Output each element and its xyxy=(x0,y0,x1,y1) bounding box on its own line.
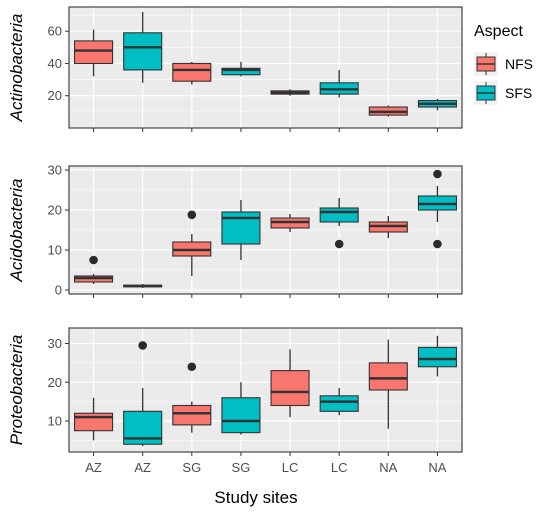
box-iqr xyxy=(221,397,261,434)
box-sg-sfs xyxy=(221,61,261,77)
box-sg-sfs xyxy=(221,200,261,260)
y-tick-label: 20 xyxy=(48,203,62,218)
legend-label: SFS xyxy=(505,85,532,101)
x-tick-label: AZ xyxy=(134,460,151,475)
outlier-point xyxy=(187,362,197,372)
legend-label: NFS xyxy=(505,56,533,72)
legend-item-sfs: SFS xyxy=(474,81,532,105)
box-sg-nfs xyxy=(172,362,212,433)
y-tick-label: 10 xyxy=(48,243,62,258)
y-tick-label: 30 xyxy=(48,163,62,178)
box-iqr xyxy=(74,412,114,432)
panel-3: 10 20 30 Proteobacteria xyxy=(7,327,463,456)
y-tick-label: 0 xyxy=(55,283,62,298)
y-tick-label: 20 xyxy=(48,88,62,103)
y-axis-label: Proteobacteria xyxy=(7,335,26,446)
box-na-sfs xyxy=(417,98,457,111)
box-na-nfs xyxy=(368,339,408,429)
x-tick-label: SG xyxy=(232,460,251,475)
panel-border xyxy=(68,6,463,129)
outlier-point xyxy=(433,169,442,179)
box-az-sfs xyxy=(123,11,163,83)
panel-border xyxy=(68,327,463,453)
y-tick-label: 20 xyxy=(48,375,62,390)
box-az-sfs xyxy=(123,284,163,288)
box-lc-nfs xyxy=(270,214,310,232)
outlier-point xyxy=(138,341,147,350)
outlier-point xyxy=(187,210,197,220)
box-sg-nfs xyxy=(172,210,212,276)
outlier-point xyxy=(89,255,98,265)
x-tick-label: LC xyxy=(331,460,348,475)
y-tick-label: 60 xyxy=(48,24,62,39)
box-az-nfs xyxy=(74,255,114,284)
box-na-sfs xyxy=(417,335,457,377)
box-az-nfs xyxy=(74,29,114,77)
y-tick-label: 10 xyxy=(48,414,62,429)
outlier-point xyxy=(334,239,344,249)
box-az-nfs xyxy=(74,397,114,441)
box-iqr xyxy=(172,62,212,82)
box-iqr xyxy=(172,404,212,426)
y-tick-label: 40 xyxy=(48,56,62,71)
x-tick-label: AZ xyxy=(85,460,102,475)
x-axis: AZ AZ SG SG LC LC NA NA xyxy=(85,460,447,475)
box-na-nfs xyxy=(368,105,408,117)
outlier-point xyxy=(433,239,442,249)
box-sg-sfs xyxy=(221,382,261,435)
panel-2: 0 10 20 30 Acidobacteria xyxy=(7,163,463,298)
panel-border xyxy=(68,165,463,295)
box-lc-nfs xyxy=(270,89,310,96)
legend-title: Aspect xyxy=(474,23,523,40)
box-lc-sfs xyxy=(319,388,359,416)
box-iqr xyxy=(417,346,457,368)
panel-1: 20 40 60 Actinobacteria xyxy=(7,6,463,132)
y-axis-label: Acidobacteria xyxy=(7,178,26,282)
box-na-sfs xyxy=(417,169,457,249)
x-tick-label: SG xyxy=(182,460,201,475)
box-iqr xyxy=(221,67,261,76)
box-iqr xyxy=(319,395,359,412)
box-iqr xyxy=(368,362,408,391)
x-tick-label: LC xyxy=(282,460,299,475)
x-tick-label: NA xyxy=(428,460,446,475)
box-iqr xyxy=(319,207,359,223)
box-iqr xyxy=(270,370,310,407)
y-tick-label: 30 xyxy=(48,336,62,351)
x-tick-label: NA xyxy=(379,460,397,475)
box-iqr xyxy=(74,40,114,65)
box-lc-sfs xyxy=(319,198,359,249)
box-iqr xyxy=(123,32,163,71)
box-lc-nfs xyxy=(270,349,310,418)
legend: Aspect NFS SFS xyxy=(474,23,533,105)
x-axis-title: Study sites xyxy=(214,488,297,507)
y-axis-label: Actinobacteria xyxy=(7,14,26,123)
box-az-sfs xyxy=(123,341,163,447)
legend-item-nfs: NFS xyxy=(474,52,533,76)
box-na-nfs xyxy=(368,216,408,238)
panels: 20 40 60 Actinobacteria 0 10 20 30 Acidobacteria… xyxy=(7,6,463,456)
box-sg-nfs xyxy=(172,61,212,85)
box-lc-sfs xyxy=(319,69,359,98)
